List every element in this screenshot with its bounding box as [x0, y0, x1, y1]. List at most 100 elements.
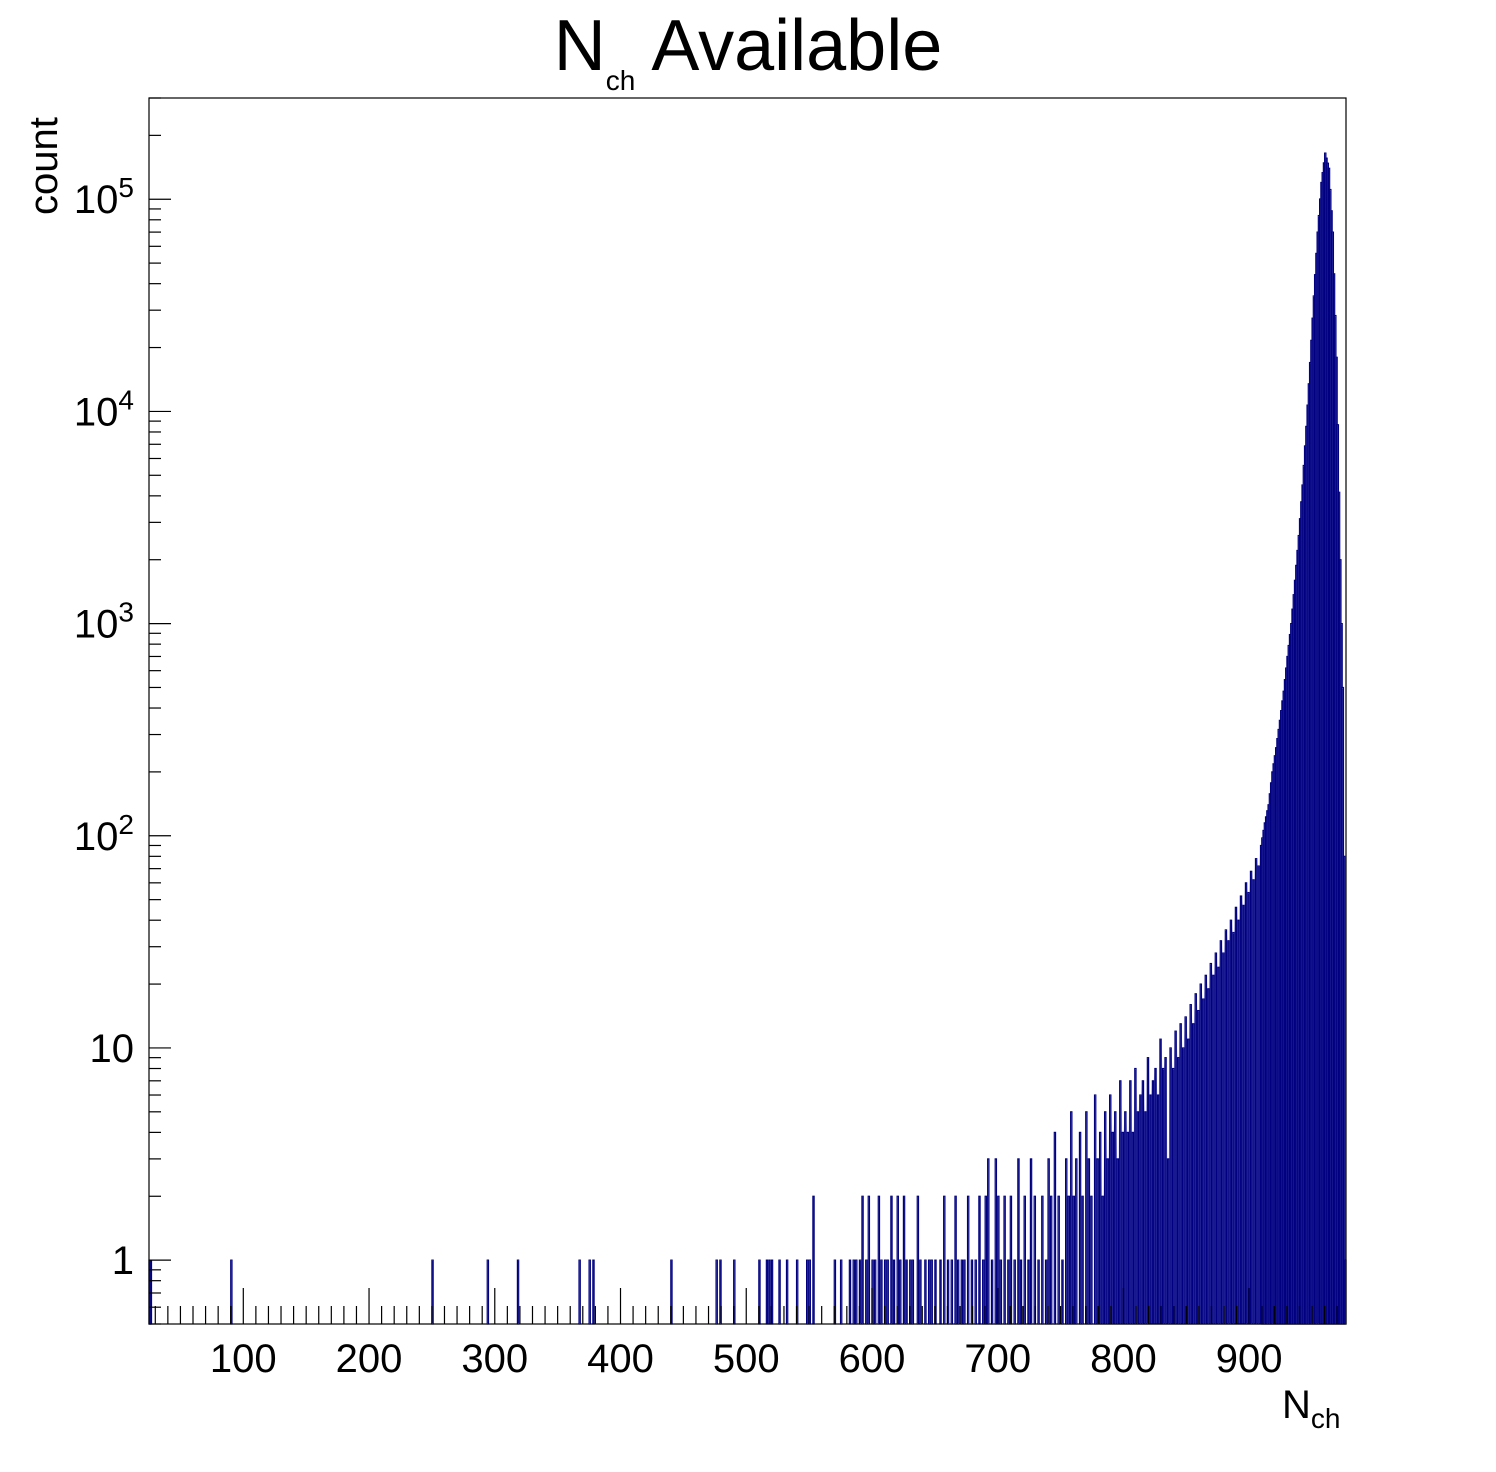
- histogram-bin: [956, 1259, 960, 1325]
- histogram-bin: [911, 1259, 915, 1325]
- histogram-bin: [1114, 1111, 1117, 1325]
- histogram-bin: [1013, 1259, 1016, 1325]
- histogram-bin: [1214, 952, 1218, 1325]
- histogram-bin: [1139, 1094, 1142, 1325]
- histogram-bin: [1224, 929, 1228, 1325]
- histogram-bin: [1207, 988, 1210, 1325]
- histogram-bin: [1029, 1158, 1033, 1325]
- x-axis-title-sub: ch: [1311, 1403, 1341, 1434]
- histogram-bin: [924, 1259, 927, 1325]
- histogram-bin: [1131, 1131, 1135, 1325]
- histogram-bin: [1103, 1111, 1107, 1325]
- histogram-bin: [778, 1259, 781, 1325]
- histogram-bars: [148, 152, 1347, 1325]
- histogram-bin: [1179, 1023, 1182, 1325]
- histogram-bin: [486, 1259, 490, 1325]
- histogram-bin: [861, 1195, 864, 1325]
- histogram-bin: [990, 1259, 994, 1325]
- histogram-bin: [1109, 1094, 1112, 1325]
- histogram-bin: [1119, 1080, 1122, 1325]
- histogram-bin: [982, 1259, 985, 1325]
- histogram-bin: [848, 1259, 852, 1325]
- histogram-bin: [1065, 1158, 1068, 1325]
- histogram-bin: [1081, 1195, 1084, 1325]
- histogram-bin: [987, 1158, 990, 1325]
- x-tick-label: 200: [336, 1337, 403, 1381]
- histogram-bin: [1194, 993, 1197, 1325]
- histogram-bin: [892, 1259, 896, 1325]
- histogram-bin: [899, 1259, 902, 1325]
- histogram-bin: [1098, 1131, 1102, 1325]
- histogram-bin: [1096, 1158, 1099, 1325]
- histogram-bin: [1151, 1080, 1155, 1325]
- y-axis-title: count: [22, 117, 66, 215]
- histogram-bin: [1217, 966, 1220, 1325]
- histogram-bin: [1204, 974, 1208, 1325]
- histogram-bin: [839, 1259, 843, 1325]
- y-axis: 1 10 102 103 104 105: [74, 97, 171, 1325]
- x-tick-label: 600: [839, 1337, 906, 1381]
- chart-title: Nch Available: [554, 6, 943, 96]
- histogram-bin: [715, 1259, 718, 1325]
- histogram-bin: [1171, 1067, 1175, 1325]
- histogram-bin: [1184, 1016, 1187, 1325]
- histogram-bin: [890, 1195, 893, 1325]
- histogram-bin: [1254, 858, 1258, 1325]
- y-tick-label: 102: [74, 809, 134, 859]
- histogram-bin: [855, 1259, 858, 1325]
- histogram-bin: [1017, 1158, 1020, 1325]
- histogram-bin: [999, 1259, 1003, 1325]
- histogram-bin: [1181, 1047, 1185, 1325]
- histogram-bin: [1242, 904, 1245, 1325]
- histogram-bin: [954, 1195, 957, 1325]
- histogram-bin: [867, 1195, 871, 1325]
- histogram-bin: [588, 1259, 591, 1325]
- y-tick-label: 103: [74, 597, 134, 647]
- histogram-bin: [1227, 940, 1230, 1325]
- histogram-bin: [1044, 1259, 1048, 1325]
- histogram-bin: [1164, 1057, 1167, 1325]
- histogram-bin: [1239, 895, 1243, 1325]
- histogram-bin: [950, 1259, 954, 1325]
- histogram-bin: [974, 1259, 977, 1325]
- histogram-bin: [1136, 1111, 1140, 1325]
- histogram-bin: [905, 1259, 908, 1325]
- histogram-bin: [960, 1259, 964, 1325]
- histogram-bin: [1007, 1259, 1010, 1325]
- histogram-bin: [1169, 1047, 1172, 1325]
- histogram-bin: [994, 1158, 998, 1325]
- histogram-bin: [812, 1195, 815, 1325]
- y-tick-label: 1: [112, 1239, 134, 1283]
- histogram-bin: [765, 1259, 769, 1325]
- histogram-bin: [1229, 919, 1233, 1325]
- histogram-bin: [768, 1259, 771, 1325]
- histogram-bin: [1342, 855, 1346, 1325]
- histogram-bin: [1023, 1195, 1026, 1325]
- histogram-bin: [1027, 1259, 1030, 1325]
- histogram-bin: [1202, 998, 1205, 1325]
- histogram-bin: [805, 1259, 809, 1325]
- histogram-bin: [943, 1195, 946, 1325]
- histogram-bin: [1249, 870, 1253, 1325]
- histogram-bin: [886, 1259, 889, 1325]
- histogram-bin: [1037, 1259, 1040, 1325]
- histogram-bin: [1244, 882, 1248, 1325]
- x-axis: 100 200 300 400 500 600 700 800 900: [154, 1288, 1338, 1381]
- histogram-bin: [1053, 1131, 1057, 1325]
- histogram-bin: [1252, 879, 1255, 1325]
- histogram-bin: [1189, 1004, 1192, 1325]
- histogram-bin: [1126, 1131, 1130, 1325]
- histogram-bin: [930, 1259, 933, 1325]
- histogram-bin: [1101, 1195, 1104, 1325]
- histogram-bin: [1041, 1195, 1044, 1325]
- histogram-bin: [1061, 1259, 1064, 1325]
- x-axis-title: Nch: [1282, 1383, 1340, 1434]
- histogram-bin: [592, 1259, 595, 1325]
- x-tick-label: 300: [461, 1337, 528, 1381]
- histogram-bin: [1067, 1195, 1070, 1325]
- histogram-bin: [1070, 1111, 1073, 1325]
- histogram-bin: [1159, 1038, 1162, 1325]
- y-tick-label: 104: [74, 384, 134, 434]
- histogram-bin: [1087, 1158, 1091, 1325]
- histogram-bin: [978, 1195, 981, 1325]
